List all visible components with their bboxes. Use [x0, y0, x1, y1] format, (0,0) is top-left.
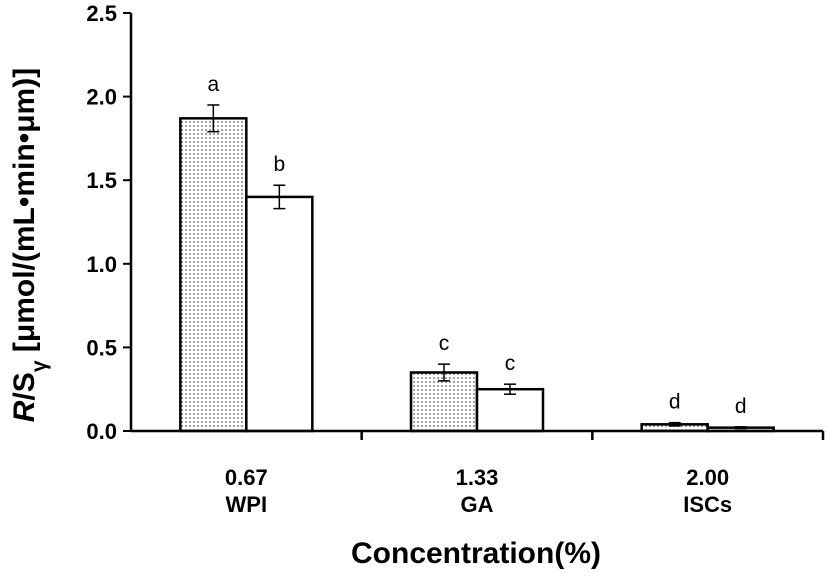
y-tick-label: 0.5 — [86, 335, 117, 360]
x-category-value: 0.67 — [225, 465, 268, 490]
significance-label: c — [505, 352, 516, 375]
significance-label: b — [273, 153, 285, 176]
x-category-material: ISCs — [683, 492, 732, 517]
axes — [129, 13, 825, 440]
bar — [245, 195, 314, 433]
y-tick-label: 0.0 — [86, 419, 117, 444]
significance-label: d — [669, 391, 681, 414]
x-category-value: 1.33 — [456, 465, 499, 490]
y-axis-ticks: 0.0 0.5 1.0 1.5 2.0 2.5 — [86, 1, 131, 444]
x-axis-title: Concentration(%) — [351, 537, 601, 570]
y-tick-label: 2.0 — [86, 85, 117, 110]
y-tick-label: 1.5 — [86, 168, 117, 193]
y-axis-title-rest: /S — [8, 372, 41, 400]
significance-label: c — [439, 332, 450, 355]
y-axis-title-units: [μmol/(mL•min•μm)] — [8, 68, 41, 361]
bar — [409, 371, 479, 433]
x-category-material: GA — [461, 492, 494, 517]
y-axis-title-sub: γ — [28, 360, 51, 372]
y-tick-label: 2.5 — [86, 1, 117, 26]
y-axis-title: R/Sγ [μmol/(mL•min•μm)] — [8, 68, 51, 422]
x-category-material: WPI — [226, 492, 268, 517]
bar — [475, 387, 545, 433]
x-category-value: 2.00 — [686, 465, 729, 490]
bar — [179, 117, 248, 433]
y-axis-title-italic: R — [8, 400, 41, 422]
y-tick-label: 1.0 — [86, 252, 117, 277]
significance-label: d — [735, 395, 747, 418]
bars: a b c c d d — [179, 73, 775, 433]
significance-label: a — [207, 73, 219, 96]
